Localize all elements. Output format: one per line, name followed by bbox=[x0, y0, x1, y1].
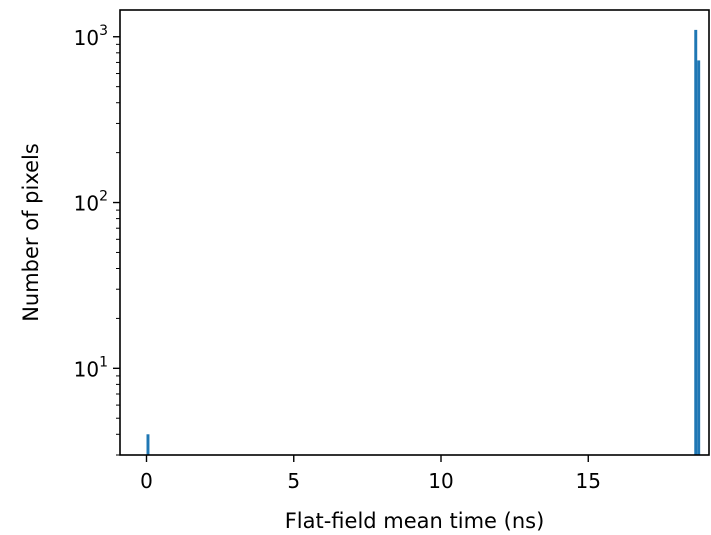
histogram-bar-2 bbox=[697, 60, 701, 456]
y-tick-label: 101 bbox=[74, 354, 108, 381]
bars-group bbox=[146, 29, 701, 456]
x-tick-label: 15 bbox=[576, 469, 601, 493]
y-tick-label: 102 bbox=[74, 189, 108, 216]
histogram-bar-1 bbox=[694, 29, 698, 455]
x-tick-label: 5 bbox=[287, 469, 300, 493]
x-tick-label: 0 bbox=[140, 469, 153, 493]
x-tick-label: 10 bbox=[428, 469, 453, 493]
y-ticks-group: 101 102 103 bbox=[74, 23, 120, 381]
x-axis-label: Flat-field mean time (ns) bbox=[285, 509, 545, 533]
plot-frame bbox=[119, 9, 710, 456]
y-axis-label: Number of pixels bbox=[19, 143, 43, 322]
x-ticks-group: 0 5 10 15 bbox=[140, 455, 601, 493]
y-tick-label: 103 bbox=[74, 23, 108, 50]
histogram-bar-0 bbox=[146, 434, 150, 455]
